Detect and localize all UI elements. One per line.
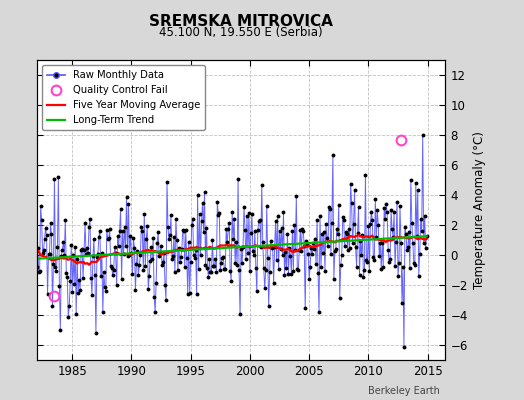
Legend: Raw Monthly Data, Quality Control Fail, Five Year Moving Average, Long-Term Tren: Raw Monthly Data, Quality Control Fail, … — [42, 65, 205, 130]
Y-axis label: Temperature Anomaly (°C): Temperature Anomaly (°C) — [473, 131, 486, 289]
Text: Berkeley Earth: Berkeley Earth — [368, 386, 440, 396]
Text: 45.100 N, 19.550 E (Serbia): 45.100 N, 19.550 E (Serbia) — [159, 26, 323, 39]
Text: SREMSKA MITROVICA: SREMSKA MITROVICA — [149, 14, 333, 29]
